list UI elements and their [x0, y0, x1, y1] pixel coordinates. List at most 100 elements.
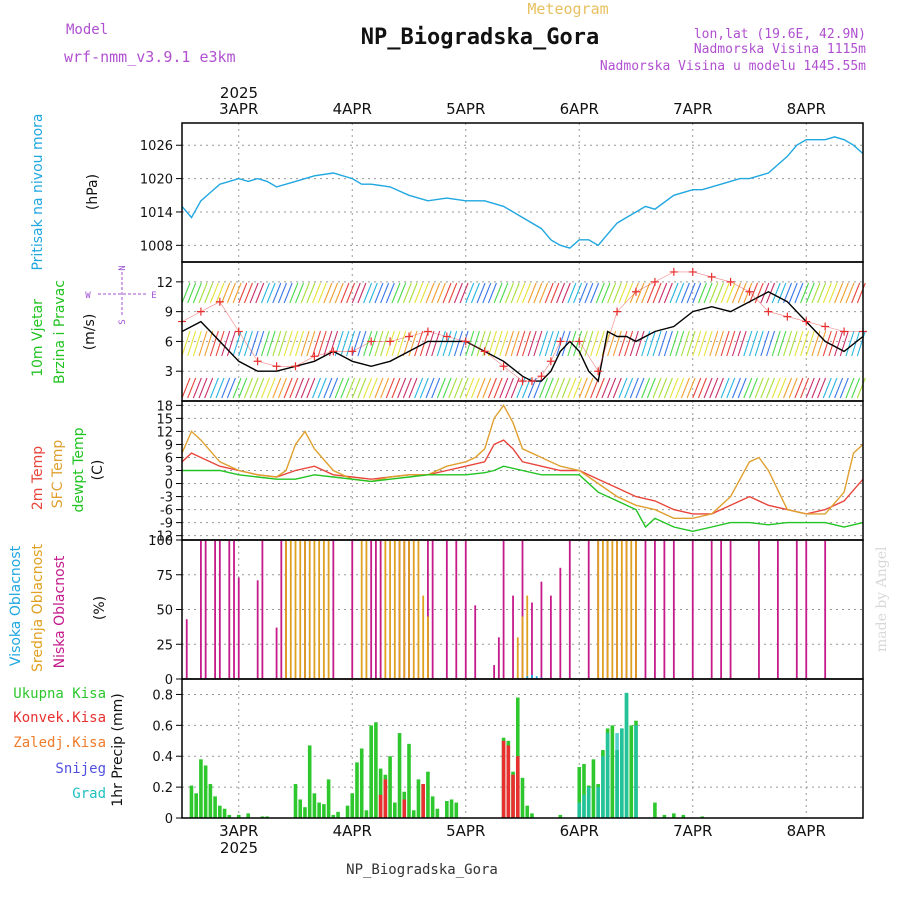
wind-barb	[760, 330, 770, 357]
wind-barb	[590, 282, 600, 304]
bar-srednja-oblacnost	[384, 540, 387, 679]
bar-ukupna-kisa	[430, 796, 435, 818]
wind-barb	[635, 330, 645, 357]
bottom-day-label: 4APR	[333, 822, 372, 840]
wind-barb	[317, 282, 327, 304]
wind-barb	[680, 377, 690, 399]
cloud-unit: (%)	[92, 596, 108, 620]
wind-barb	[499, 377, 509, 399]
bar-niska-oblacnost	[559, 567, 562, 679]
bar-ukupna-kisa	[520, 777, 525, 818]
wind-barb	[561, 377, 571, 399]
bar-niska-oblacnost	[228, 540, 231, 679]
wind-barb	[402, 282, 412, 304]
bar-ukupna-kisa	[189, 785, 194, 818]
temp-title3: dewpt Temp	[71, 427, 87, 512]
wind-barb	[703, 282, 713, 304]
bar-niska-oblacnost	[805, 540, 808, 679]
top-day-label: 6APR	[560, 100, 599, 118]
wind-barb	[306, 330, 316, 357]
bar-ukupna-kisa	[312, 793, 317, 818]
wind-barb	[754, 330, 764, 357]
wind-barb	[374, 282, 384, 304]
wind-barb	[709, 282, 719, 304]
wind-barb	[294, 377, 305, 399]
bar-niska-oblacnost	[237, 577, 240, 679]
wind-barb	[697, 330, 707, 357]
bar-srednja-oblacnost	[412, 540, 415, 679]
y-tick-label: 50	[156, 604, 173, 619]
bar-grad	[586, 787, 591, 818]
top-day-label: 7APR	[673, 100, 712, 118]
wind-barb	[595, 282, 605, 304]
bar-srednja-oblacnost	[408, 540, 410, 679]
compass-south: S	[118, 319, 128, 324]
wind-barb	[822, 377, 832, 399]
wind-barb	[260, 377, 270, 399]
wind-barb	[414, 330, 424, 357]
wind-barb	[260, 330, 270, 357]
wind-barb	[487, 282, 497, 304]
wind-barb	[442, 282, 452, 304]
wind-barb	[800, 282, 810, 304]
temp-title1: 2m Temp	[30, 446, 46, 510]
wind-barb	[482, 377, 492, 399]
wind-barb	[635, 377, 645, 399]
wind-barb	[811, 282, 821, 304]
bar-ukupna-kisa	[208, 784, 213, 818]
bar-niska-oblacnost	[644, 540, 647, 679]
wind-barb	[209, 330, 219, 357]
precip-legend-grad: Grad	[72, 786, 106, 802]
bar-niska-oblacnost	[568, 540, 571, 679]
y-tick-label: 12	[156, 425, 173, 440]
wind-barb	[697, 282, 707, 304]
wind-barb	[209, 377, 219, 399]
wind-barb	[777, 282, 787, 304]
bar-srednja-oblacnost	[360, 540, 363, 679]
wind-barb	[817, 282, 827, 304]
wind-barb	[856, 282, 866, 304]
bar-niska-oblacnost	[795, 540, 798, 679]
y-tick-label: 0.6	[152, 719, 173, 734]
wind-barb	[578, 282, 588, 304]
pressure-unit: (hPa)	[85, 174, 101, 210]
bar-ukupna-kisa	[213, 796, 217, 818]
wind-barb	[351, 377, 361, 399]
wind-barb	[845, 377, 855, 399]
bar-srednja-oblacnost	[606, 540, 609, 679]
wind-barb	[374, 330, 384, 357]
wind-barb	[550, 377, 560, 399]
wind-barb	[805, 377, 815, 399]
bar-ukupna-kisa	[322, 804, 326, 818]
wind-barb	[777, 330, 787, 357]
wind-barb	[283, 330, 293, 357]
bar-niska-oblacnost	[464, 540, 467, 679]
wind-barb	[487, 377, 497, 399]
wind-title2: Brzina i Pravac	[52, 280, 68, 384]
bar-niska-oblacnost	[710, 540, 713, 679]
panel-frame	[181, 678, 864, 819]
wind-barb	[550, 330, 560, 357]
panel-frame	[181, 122, 864, 263]
bar-srednja-oblacnost	[620, 540, 623, 679]
wind-barb	[612, 282, 622, 304]
bar-grad	[624, 692, 629, 818]
bar-srednja-oblacnost	[422, 595, 425, 679]
wind-barb	[737, 330, 747, 357]
bar-niska-oblacnost	[521, 540, 524, 679]
wind-barb	[255, 282, 265, 304]
wind-barb	[731, 330, 741, 357]
bar-ukupna-kisa	[374, 722, 378, 818]
wind-barb	[238, 282, 248, 304]
wind-barb	[788, 330, 798, 357]
y-tick-label: 0	[165, 478, 173, 493]
bar-konvek-kisa	[421, 784, 425, 818]
wind-barb	[527, 282, 537, 304]
wind-barb	[215, 377, 225, 399]
top-day-label: 5APR	[446, 100, 485, 118]
y-tick-label: 75	[156, 569, 173, 584]
wind-barb	[805, 282, 815, 304]
y-tick-label: -9	[160, 517, 173, 532]
wind-barb	[709, 330, 719, 357]
wind-barb	[629, 282, 639, 304]
